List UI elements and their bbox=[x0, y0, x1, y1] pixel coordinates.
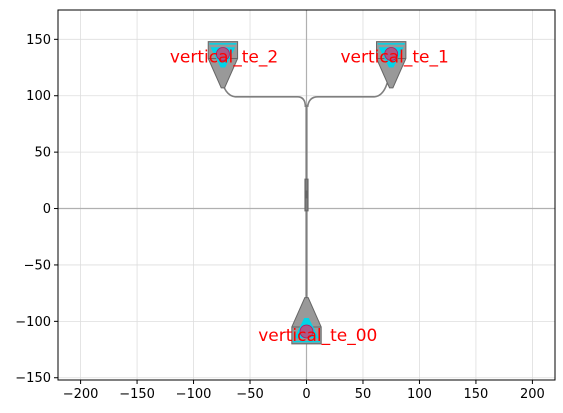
y-tick-label: 150 bbox=[26, 33, 51, 48]
x-tick-label: 200 bbox=[520, 387, 545, 402]
x-tick-label: 0 bbox=[302, 387, 310, 402]
y-tick-label: 100 bbox=[26, 89, 51, 104]
y-tick-label: 0 bbox=[43, 202, 51, 217]
y-tick-label: −50 bbox=[24, 258, 51, 273]
port-marker bbox=[384, 47, 399, 61]
port-marker bbox=[299, 324, 314, 339]
x-tick-label: 50 bbox=[355, 387, 372, 402]
port-label: vertical_te_1 bbox=[340, 47, 448, 67]
waveguide-left-branch bbox=[219, 75, 307, 108]
axis-ticks: −200 −150 −100 −50 0 50 100 150 200 −150 −100 −50 0 5… bbox=[15, 33, 545, 402]
x-tick-label: 150 bbox=[464, 387, 489, 402]
x-tick-label: −100 bbox=[176, 387, 212, 402]
y-tick-label: −150 bbox=[15, 371, 51, 386]
x-tick-label: −150 bbox=[119, 387, 155, 402]
port-label: vertical_te_2 bbox=[170, 47, 278, 67]
x-tick-label: −50 bbox=[236, 387, 263, 402]
splitter-core bbox=[305, 190, 308, 199]
splitter-section bbox=[304, 178, 309, 212]
x-tick-label: −200 bbox=[63, 387, 99, 402]
waveguide-right-branch bbox=[306, 75, 390, 108]
port-label: vertical_te_00 bbox=[258, 326, 377, 346]
y-tick-label: 50 bbox=[34, 146, 51, 161]
port-labels: vertical_te_2 vertical_te_1 vertical_te_00 bbox=[170, 47, 449, 346]
x-tick-label: 100 bbox=[407, 387, 432, 402]
y-tick-label: −100 bbox=[15, 315, 51, 330]
layout-geometry bbox=[207, 41, 407, 345]
port-marker bbox=[216, 47, 230, 61]
